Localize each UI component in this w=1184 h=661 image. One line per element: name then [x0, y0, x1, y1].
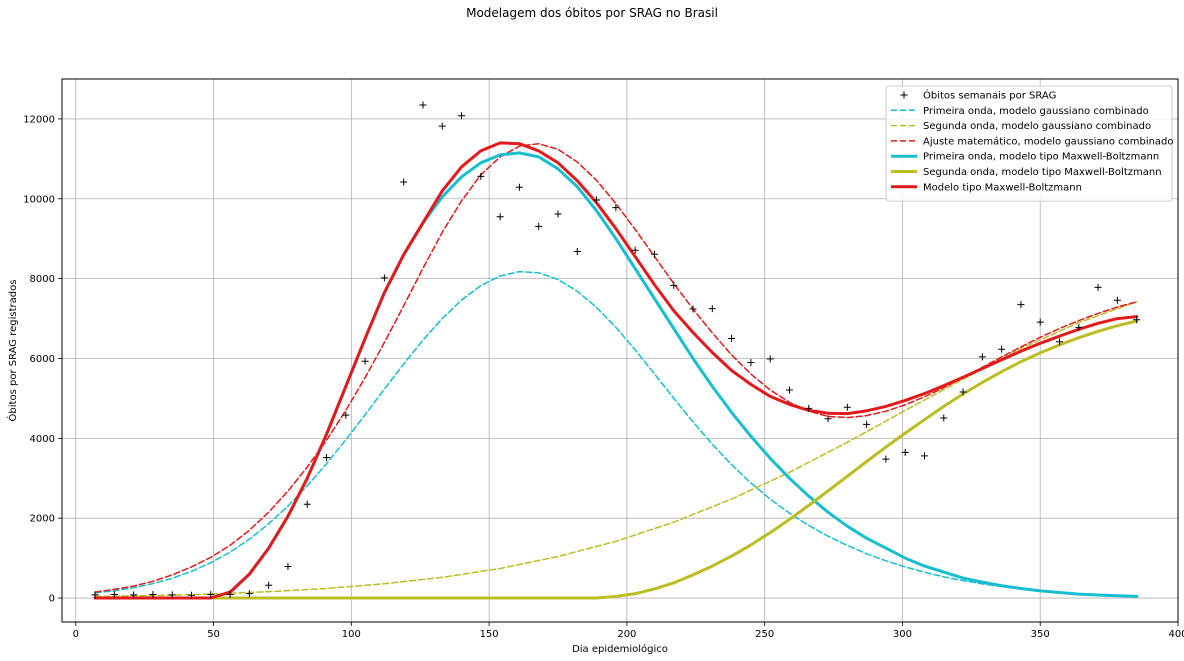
data-point-marker [554, 210, 562, 218]
data-point-marker [1036, 318, 1044, 326]
legend-label: Ajuste matemático, modelo gaussiano comb… [923, 135, 1174, 147]
data-point-marker [515, 183, 523, 191]
series-line-2 [94, 301, 1138, 598]
data-point-marker [149, 590, 157, 598]
data-point-marker [323, 454, 331, 462]
x-tick-label: 250 [755, 629, 774, 640]
data-point-marker [901, 448, 909, 456]
data-point-marker [920, 452, 928, 460]
y-tick-label: 4000 [30, 434, 55, 445]
y-tick-label: 12000 [23, 114, 55, 125]
data-point-marker [593, 196, 601, 204]
data-point-marker [1075, 323, 1083, 331]
legend-marker [900, 91, 908, 99]
x-tick-label: 200 [617, 629, 636, 640]
data-point-marker [766, 355, 774, 363]
data-point-marker [1017, 301, 1025, 309]
x-tick-label: 350 [1031, 629, 1050, 640]
y-tick-label: 8000 [30, 274, 55, 285]
data-point-marker [843, 403, 851, 411]
data-point-marker [1113, 296, 1121, 304]
data-point-marker [998, 345, 1006, 353]
data-point-marker [168, 591, 176, 599]
x-axis-label: Dia epidemiológico [572, 643, 668, 655]
y-tick-label: 10000 [23, 194, 55, 205]
legend: Óbitos semanais por SRAG Primeira onda, m… [885, 85, 1174, 202]
data-point-marker [573, 247, 581, 255]
y-axis-label: Óbitos por SRAG registrados [6, 280, 19, 422]
x-tick-label: 300 [893, 629, 912, 640]
x-tick-label: 50 [207, 629, 220, 640]
legend-label: Primeira onda, modelo tipo Maxwell-Boltz… [923, 152, 1159, 163]
data-point-marker [303, 500, 311, 508]
legend-label: Óbitos semanais por SRAG [923, 89, 1056, 102]
data-point-marker [419, 101, 427, 109]
x-tick-label: 150 [480, 629, 499, 640]
series-line-1 [94, 270, 1138, 597]
data-point-marker [612, 204, 620, 212]
series-line-6 [93, 141, 1139, 600]
data-point-marker [130, 591, 138, 599]
series-group [93, 141, 1139, 600]
data-point-marker [708, 305, 716, 313]
data-point-marker [959, 388, 967, 396]
x-axis: 0 50 100 150 200 250 300 350 400 [73, 622, 1184, 640]
legend-label: Primeira onda, modelo gaussiano combinad… [923, 106, 1149, 117]
data-point-marker [631, 246, 639, 254]
data-point-marker [438, 122, 446, 130]
legend-box [885, 85, 1173, 202]
data-point-marker [689, 305, 697, 313]
data-point-marker [110, 590, 118, 598]
series-line-5 [93, 319, 1139, 600]
data-point-marker [207, 590, 215, 598]
data-point-marker [805, 404, 813, 412]
x-tick-label: 100 [342, 629, 361, 640]
data-point-marker [650, 250, 658, 258]
data-point-marker [245, 590, 253, 598]
legend-label: Segunda onda, modelo tipo Maxwell-Boltzm… [923, 167, 1162, 178]
x-tick-label: 400 [1168, 629, 1184, 640]
data-point-marker [188, 591, 196, 599]
legend-label: Segunda onda, modelo gaussiano combinado [923, 121, 1151, 132]
x-tick-label: 0 [73, 629, 79, 640]
data-point-marker [978, 353, 986, 361]
data-point-marker [535, 222, 543, 230]
data-point-marker [1094, 283, 1102, 291]
data-point-marker [380, 274, 388, 282]
data-point-marker [400, 178, 408, 186]
y-axis: 0 2000 4000 6000 8000 10000 12000 [23, 114, 62, 605]
y-tick-label: 0 [49, 594, 55, 605]
data-point-marker [785, 386, 793, 394]
legend-label: Modelo tipo Maxwell-Boltzmann [923, 182, 1082, 193]
data-point-marker [670, 281, 678, 289]
data-point-marker [477, 172, 485, 180]
data-point-marker [226, 590, 234, 598]
data-point-marker [728, 335, 736, 343]
data-point-marker [747, 358, 755, 366]
observed-points [91, 101, 1141, 599]
data-point-marker [1056, 338, 1064, 346]
data-point-marker [824, 415, 832, 423]
y-tick-label: 6000 [30, 354, 55, 365]
data-point-marker [940, 414, 948, 422]
data-point-marker [496, 213, 504, 221]
data-point-marker [91, 591, 99, 599]
y-tick-label: 2000 [30, 514, 55, 525]
data-point-marker [458, 112, 466, 120]
data-point-marker [863, 420, 871, 428]
chart-title: Modelagem dos óbitos por SRAG no Brasil [466, 6, 718, 20]
data-point-marker [882, 455, 890, 463]
data-point-marker [361, 357, 369, 365]
plot-frame [61, 78, 1179, 623]
data-point-marker [265, 581, 273, 589]
data-point-marker [284, 563, 292, 571]
data-point-marker [1133, 316, 1141, 324]
data-point-marker [342, 411, 350, 419]
